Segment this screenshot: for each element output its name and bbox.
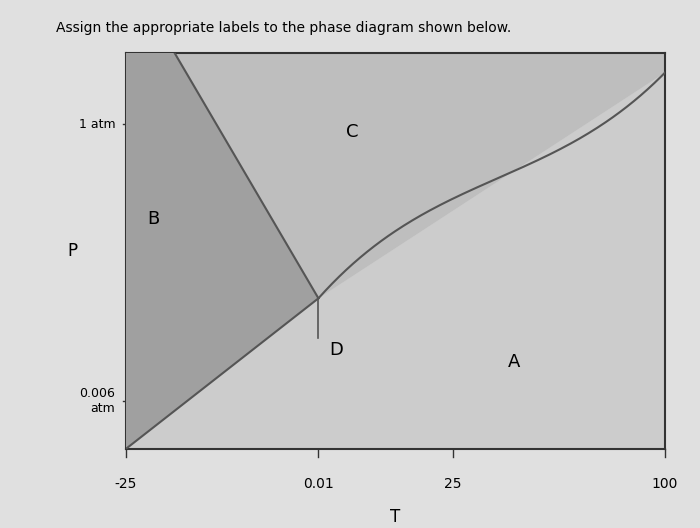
Text: P: P <box>67 242 77 260</box>
Text: 1 atm: 1 atm <box>78 118 116 130</box>
Text: 0.01: 0.01 <box>303 476 334 491</box>
Text: D: D <box>329 341 343 359</box>
Polygon shape <box>174 53 665 298</box>
Polygon shape <box>126 53 318 449</box>
Text: -25: -25 <box>115 476 137 491</box>
Text: B: B <box>147 210 159 228</box>
Text: 100: 100 <box>652 476 678 491</box>
Text: A: A <box>508 353 520 371</box>
Text: 25: 25 <box>444 476 462 491</box>
Text: T: T <box>391 508 400 526</box>
Text: C: C <box>346 123 358 141</box>
Text: Assign the appropriate labels to the phase diagram shown below.: Assign the appropriate labels to the pha… <box>56 21 511 35</box>
Text: 0.006
atm: 0.006 atm <box>79 387 116 416</box>
Polygon shape <box>126 73 665 449</box>
